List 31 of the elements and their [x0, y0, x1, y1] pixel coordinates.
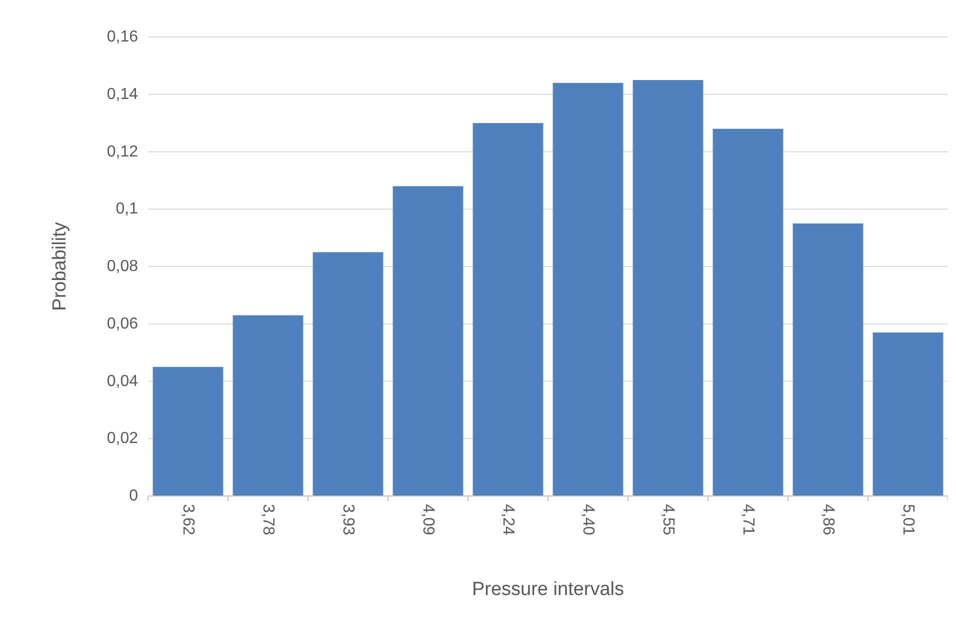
- bar: [552, 82, 624, 496]
- y-tick-label: 0,12: [106, 143, 138, 160]
- y-tick-label: 0,08: [106, 258, 138, 275]
- x-tick-label: 4,55: [660, 504, 676, 536]
- y-axis-title: Probability: [50, 222, 70, 311]
- y-tick-label: 0,06: [106, 315, 138, 332]
- x-tick-label: 3,93: [340, 504, 356, 536]
- bar: [152, 366, 224, 496]
- bar: [712, 128, 784, 496]
- bar: [472, 123, 544, 496]
- bar: [792, 223, 864, 496]
- x-tick-label: 5,01: [900, 504, 916, 536]
- x-tick-label: 3,78: [260, 504, 276, 536]
- x-tick-label: 4,71: [740, 504, 756, 536]
- bar: [392, 186, 464, 496]
- bar: [312, 252, 384, 496]
- y-tick-label: 0,14: [106, 86, 138, 103]
- bar: [872, 332, 944, 496]
- y-tick-label: 0,1: [116, 200, 138, 218]
- y-tick-label: 0,16: [106, 28, 138, 46]
- x-tick-label: 4,40: [580, 504, 596, 536]
- x-tick-label: 3,62: [180, 504, 196, 536]
- bar: [632, 80, 704, 496]
- x-tick-label: 4,86: [820, 504, 836, 536]
- x-tick-label: 4,24: [500, 504, 516, 536]
- y-tick-label: 0: [129, 488, 138, 504]
- x-axis-title: Pressure intervals: [472, 579, 624, 600]
- y-tick-label: 0,04: [106, 372, 138, 390]
- y-tick-label: 0,02: [106, 430, 138, 448]
- x-tick-label: 4,09: [420, 504, 436, 536]
- bar: [232, 315, 304, 496]
